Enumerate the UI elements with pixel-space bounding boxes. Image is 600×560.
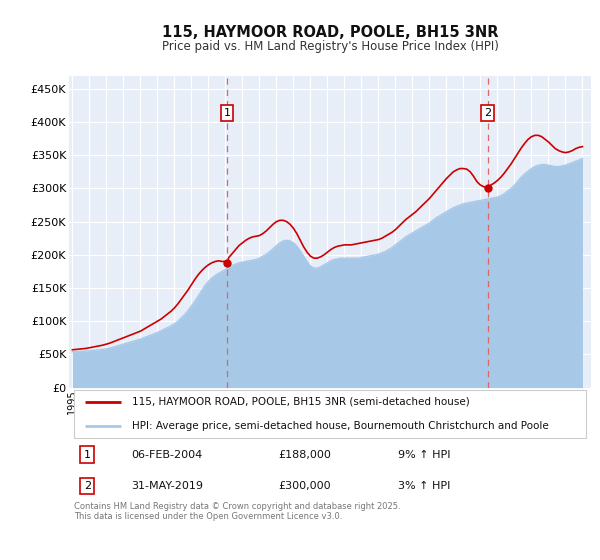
FancyBboxPatch shape	[74, 390, 586, 438]
Text: 06-FEB-2004: 06-FEB-2004	[131, 450, 203, 460]
Text: 115, HAYMOOR ROAD, POOLE, BH15 3NR: 115, HAYMOOR ROAD, POOLE, BH15 3NR	[162, 25, 498, 40]
Text: 1: 1	[84, 450, 91, 460]
Text: Price paid vs. HM Land Registry's House Price Index (HPI): Price paid vs. HM Land Registry's House …	[161, 40, 499, 53]
Text: 115, HAYMOOR ROAD, POOLE, BH15 3NR (semi-detached house): 115, HAYMOOR ROAD, POOLE, BH15 3NR (semi…	[131, 397, 469, 407]
Text: 3% ↑ HPI: 3% ↑ HPI	[398, 481, 450, 491]
Text: HPI: Average price, semi-detached house, Bournemouth Christchurch and Poole: HPI: Average price, semi-detached house,…	[131, 421, 548, 431]
Text: 1: 1	[224, 108, 230, 118]
Text: 9% ↑ HPI: 9% ↑ HPI	[398, 450, 451, 460]
Text: Contains HM Land Registry data © Crown copyright and database right 2025.
This d: Contains HM Land Registry data © Crown c…	[74, 502, 401, 521]
Text: 31-MAY-2019: 31-MAY-2019	[131, 481, 203, 491]
Text: 2: 2	[84, 481, 91, 491]
Text: £188,000: £188,000	[278, 450, 331, 460]
Text: £300,000: £300,000	[278, 481, 331, 491]
Text: 2: 2	[484, 108, 491, 118]
